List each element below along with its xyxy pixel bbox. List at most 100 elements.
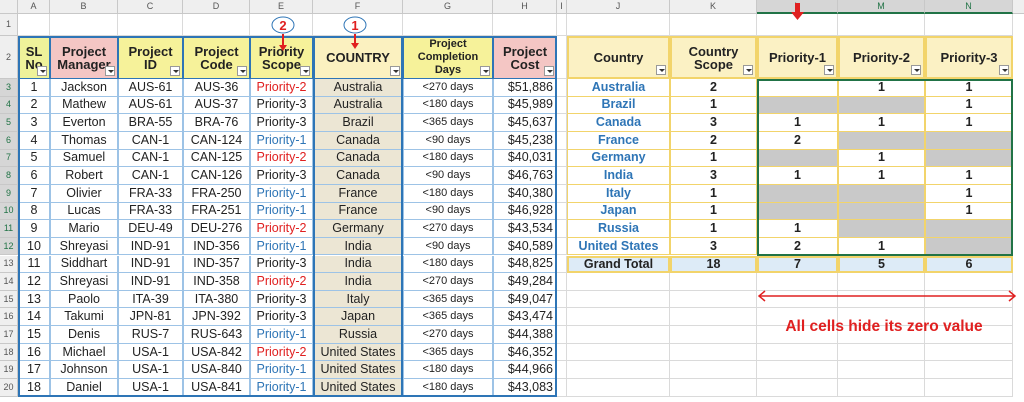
table-cell: AUS-61 — [118, 79, 183, 97]
grid-cell — [925, 14, 1013, 36]
grid-cell — [557, 79, 567, 97]
table-cell: DEU-49 — [118, 220, 183, 238]
row-header: 15 — [0, 290, 18, 309]
table-cell: Canada — [313, 149, 403, 168]
pivot-cell: France — [567, 131, 670, 150]
pivot-cell: Russia — [567, 220, 670, 238]
filter-button[interactable] — [656, 65, 666, 75]
grid-cell — [670, 326, 757, 344]
filter-button[interactable] — [824, 65, 834, 75]
pivot-cell: 1 — [838, 149, 925, 168]
table-cell: CAN-125 — [183, 149, 250, 168]
grid-cell — [670, 361, 757, 380]
filter-button[interactable] — [999, 65, 1009, 75]
grid-cell — [757, 343, 838, 362]
grid-cell — [838, 14, 925, 36]
table-cell: <270 days — [403, 326, 493, 344]
table-cell: <90 days — [403, 131, 493, 150]
table-cell: Mathew — [50, 96, 118, 115]
pivot-cell: Italy — [567, 184, 670, 203]
table-cell: Lucas — [50, 202, 118, 221]
column-header: H — [493, 0, 557, 14]
grid-cell — [557, 290, 567, 309]
pivot-total: 5 — [838, 255, 925, 274]
grid-cell — [557, 220, 567, 238]
table-cell: France — [313, 202, 403, 221]
table-cell: <365 days — [403, 308, 493, 327]
grid-cell — [925, 290, 1013, 309]
table-cell: India — [313, 237, 403, 256]
pivot-cell: Brazil — [567, 96, 670, 115]
grid-cell — [183, 14, 250, 36]
table-cell: Priority-1 — [250, 326, 313, 344]
filter-button[interactable] — [544, 66, 554, 76]
pivot-cell — [838, 96, 925, 115]
filter-button[interactable] — [237, 66, 247, 76]
column-border — [313, 36, 403, 397]
table-cell: Thomas — [50, 131, 118, 150]
grid-cell — [250, 14, 313, 36]
grid-cell — [557, 255, 567, 274]
filter-button[interactable] — [390, 66, 400, 76]
table-cell: Samuel — [50, 149, 118, 168]
table-cell: France — [313, 184, 403, 203]
row-header: 1 — [0, 14, 18, 36]
table-cell: Takumi — [50, 308, 118, 327]
table-cell: CAN-1 — [118, 149, 183, 168]
row-header: 19 — [0, 361, 18, 380]
filter-button[interactable] — [480, 66, 490, 76]
table-cell: <180 days — [403, 361, 493, 380]
grid-cell — [925, 273, 1013, 291]
table-header: Project ID — [118, 36, 183, 79]
row-header: 10 — [0, 202, 18, 221]
pivot-cell: 1 — [838, 167, 925, 185]
pivot-cell: 3 — [670, 167, 757, 185]
table-cell: Priority-3 — [250, 255, 313, 274]
table-cell: Canada — [313, 131, 403, 150]
grid-cell — [557, 273, 567, 291]
filter-button[interactable] — [105, 66, 115, 76]
grid-cell — [557, 326, 567, 344]
table-cell: India — [313, 273, 403, 291]
row-header: 13 — [0, 255, 18, 274]
pivot-cell — [838, 220, 925, 238]
grid-cell — [557, 202, 567, 221]
table-cell: Priority-2 — [250, 149, 313, 168]
pivot-cell — [838, 131, 925, 150]
grid-cell — [1013, 14, 1024, 402]
row-header: 12 — [0, 237, 18, 256]
column-header: K — [670, 0, 757, 14]
pivot-cell — [838, 184, 925, 203]
grid-cell — [838, 343, 925, 362]
grid-cell — [757, 379, 838, 397]
grid-cell — [925, 308, 1013, 327]
table-cell: Paolo — [50, 290, 118, 309]
filter-button[interactable] — [300, 66, 310, 76]
grid-cell — [757, 326, 838, 344]
column-header: G — [403, 0, 493, 14]
table-cell: Everton — [50, 114, 118, 132]
pivot-total: Grand Total — [567, 255, 670, 274]
table-cell: <90 days — [403, 237, 493, 256]
table-cell: USA-840 — [183, 361, 250, 380]
table-cell: Priority-1 — [250, 202, 313, 221]
pivot-total: 6 — [925, 255, 1013, 274]
table-cell: <180 days — [403, 149, 493, 168]
table-cell: Priority-1 — [250, 184, 313, 203]
filter-button[interactable] — [743, 65, 753, 75]
table-cell: <180 days — [403, 96, 493, 115]
grid-cell — [557, 131, 567, 150]
pivot-header: Priority-2 — [838, 36, 925, 79]
table-cell: CAN-126 — [183, 167, 250, 185]
pivot-cell: 3 — [670, 237, 757, 256]
grid-cell — [925, 343, 1013, 362]
pivot-cell: 2 — [670, 79, 757, 97]
table-cell: RUS-7 — [118, 326, 183, 344]
filter-button[interactable] — [37, 66, 47, 76]
filter-button[interactable] — [911, 65, 921, 75]
row-header: 18 — [0, 343, 18, 362]
table-cell: Italy — [313, 290, 403, 309]
table-cell: Mario — [50, 220, 118, 238]
filter-button[interactable] — [170, 66, 180, 76]
